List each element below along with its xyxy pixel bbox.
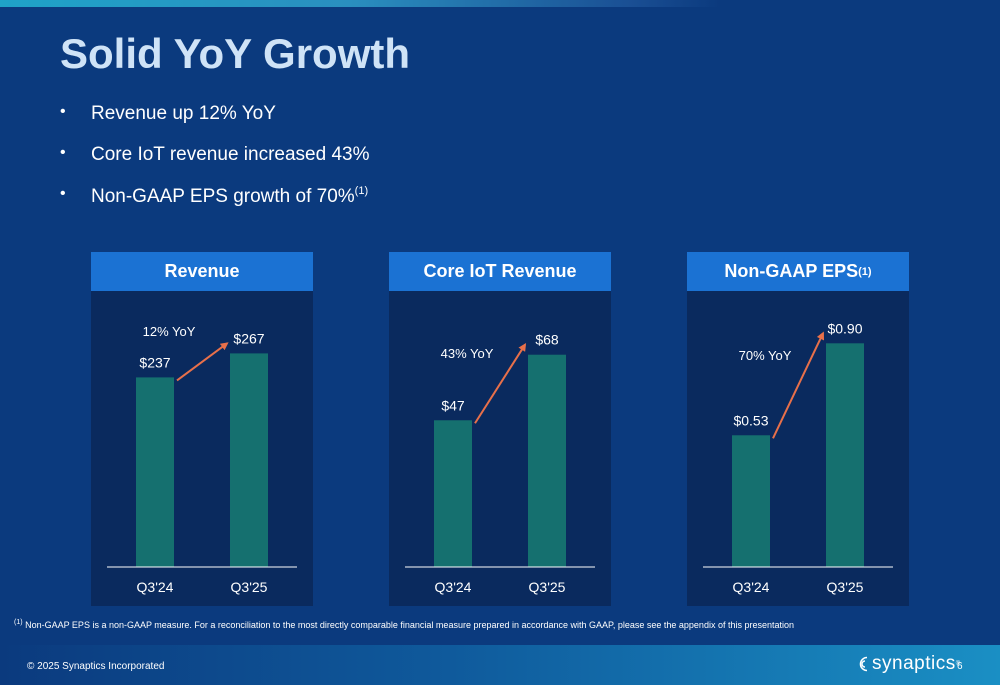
bar-q324 <box>732 435 770 567</box>
slide-title: Solid YoY Growth <box>60 30 411 77</box>
logo-wordmark: synaptics <box>872 653 956 674</box>
chart-header: Core IoT Revenue <box>389 252 611 291</box>
bullet-item: Core IoT revenue increased 43% <box>60 144 369 185</box>
synaptics-logo: synaptics ® <box>856 653 961 674</box>
chart-title: Non-GAAP EPS <box>724 261 859 281</box>
data-label: $68 <box>535 332 559 348</box>
growth-arrow <box>772 331 825 439</box>
bar-q325 <box>230 353 268 567</box>
x-tick-label: Q3'24 <box>733 579 770 595</box>
footnote-marker: (1) <box>14 619 23 626</box>
chart-header: Non-GAAP EPS (1) <box>687 252 909 291</box>
footer-bar <box>0 645 1000 685</box>
revenue-chart: $237 Q3'24 $267 Q3'25 12% YoY <box>107 324 297 595</box>
chart-header: Revenue <box>91 252 313 291</box>
data-label: $0.90 <box>827 320 862 336</box>
yoy-annotation: 70% YoY <box>739 348 792 363</box>
chart-panel-eps: Non-GAAP EPS (1) $0.53 Q3'24 $0.90 Q3'25 70% … <box>687 252 909 606</box>
top-accent-bar <box>0 0 1000 7</box>
bar-q324 <box>136 377 174 567</box>
bullet-text: Revenue up 12% YoY <box>91 103 276 124</box>
growth-arrow <box>474 343 527 424</box>
eps-chart: $0.53 Q3'24 $0.90 Q3'25 70% YoY <box>703 320 893 595</box>
chart-title: Core IoT Revenue <box>423 261 577 281</box>
bullet-item: Non-GAAP EPS growth of 70%(1) <box>60 185 369 226</box>
x-tick-label: Q3'24 <box>137 579 174 595</box>
bar-q325 <box>826 343 864 567</box>
core-iot-chart: $47 Q3'24 $68 Q3'25 43% YoY <box>405 332 595 595</box>
copyright: © 2025 Synaptics Incorporated <box>27 661 165 672</box>
growth-arrow <box>176 342 229 382</box>
page-number: 6 <box>957 661 963 672</box>
x-tick-label: Q3'25 <box>827 579 864 595</box>
chart-title-marker: (1) <box>858 265 872 278</box>
yoy-annotation: 12% YoY <box>143 324 196 339</box>
bullet-list: Revenue up 12% YoY Core IoT revenue incr… <box>60 103 369 226</box>
x-tick-label: Q3'25 <box>231 579 268 595</box>
data-label: $47 <box>441 397 465 413</box>
x-tick-label: Q3'25 <box>529 579 566 595</box>
bullet-text: Non-GAAP EPS growth of 70% <box>91 186 355 207</box>
x-tick-label: Q3'24 <box>435 579 472 595</box>
chart-panel-revenue: Revenue $237 Q3'24 $267 Q3'25 12% YoY <box>91 252 313 606</box>
chart-panel-core-iot: Core IoT Revenue $47 Q3'24 $68 Q3'25 43% YoY <box>389 252 611 606</box>
bullet-footnote-marker: (1) <box>354 185 369 197</box>
bullet-item: Revenue up 12% YoY <box>60 103 369 144</box>
yoy-annotation: 43% YoY <box>441 346 494 361</box>
chart-title: Revenue <box>164 261 240 281</box>
bar-q325 <box>528 354 566 567</box>
data-label: $0.53 <box>733 412 768 428</box>
bar-q324 <box>434 420 472 567</box>
synaptics-logo-icon <box>859 656 868 672</box>
data-label: $237 <box>139 354 170 370</box>
footnote: (1) Non-GAAP EPS is a non-GAAP measure. … <box>14 619 794 630</box>
data-label: $267 <box>233 330 264 346</box>
logo-trademark: ® <box>955 661 961 667</box>
footnote-text: Non-GAAP EPS is a non-GAAP measure. For … <box>25 620 794 630</box>
bullet-text: Core IoT revenue increased 43% <box>91 144 370 165</box>
